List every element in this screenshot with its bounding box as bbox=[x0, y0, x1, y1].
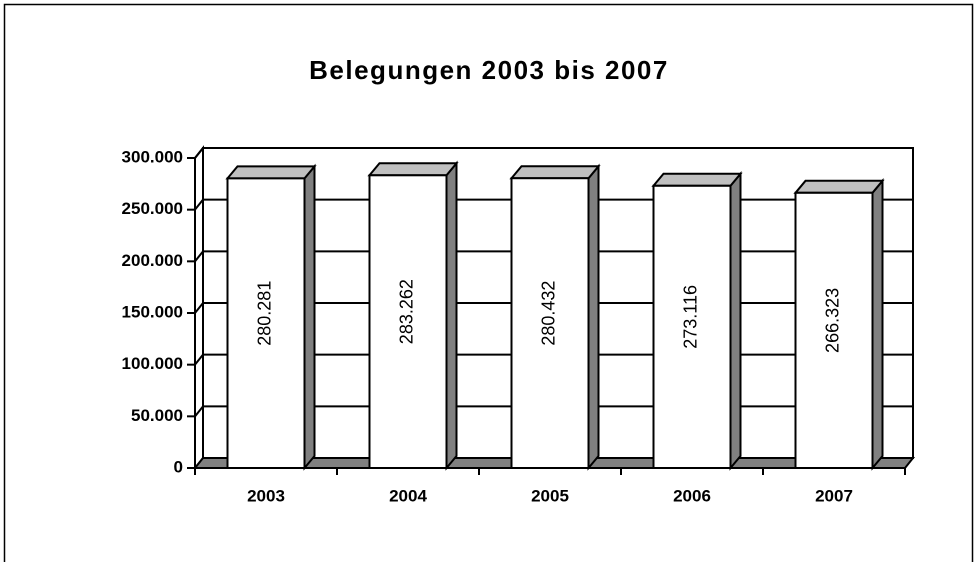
value-label: 273.116 bbox=[681, 285, 701, 349]
bar-top bbox=[225, 165, 317, 180]
bar-side bbox=[445, 160, 458, 471]
bar-top bbox=[367, 162, 459, 177]
value-label: 280.432 bbox=[539, 281, 559, 346]
x-tick-label: 2003 bbox=[247, 486, 285, 505]
bar-side bbox=[871, 178, 884, 471]
bar bbox=[794, 191, 874, 469]
grid-line bbox=[194, 354, 204, 366]
value-label: 283.262 bbox=[397, 279, 417, 344]
x-tick-label: 2005 bbox=[531, 486, 569, 505]
grid-line bbox=[194, 302, 204, 314]
bar-top bbox=[509, 165, 601, 180]
y-tick-label: 150.000 bbox=[122, 302, 183, 321]
y-tick-label: 100.000 bbox=[122, 354, 183, 373]
bar bbox=[510, 177, 590, 469]
bar-side bbox=[729, 171, 742, 471]
y-tick-label: 200.000 bbox=[122, 251, 183, 270]
bar bbox=[368, 174, 448, 469]
grid-line bbox=[194, 199, 204, 211]
y-tick-label: 300.000 bbox=[122, 147, 183, 166]
y-tick-label: 250.000 bbox=[122, 199, 183, 218]
bar-side bbox=[303, 163, 316, 471]
bar-top bbox=[651, 172, 743, 187]
grid-line bbox=[194, 250, 204, 262]
x-tick-label: 2004 bbox=[389, 486, 427, 505]
bar-top bbox=[793, 179, 885, 194]
value-label: 280.281 bbox=[255, 281, 275, 346]
x-tick-label: 2006 bbox=[673, 486, 711, 505]
y-tick-label: 50.000 bbox=[131, 406, 183, 425]
grid-line bbox=[194, 147, 204, 159]
x-tick-label: 2007 bbox=[815, 486, 853, 505]
bar bbox=[226, 177, 306, 469]
y-tick-label: 0 bbox=[174, 457, 183, 476]
grid-line bbox=[194, 405, 204, 417]
value-label: 266.323 bbox=[823, 288, 843, 353]
bar-side bbox=[587, 163, 600, 471]
bar bbox=[652, 184, 732, 470]
chart-title: Belegungen 2003 bis 2007 bbox=[309, 55, 669, 85]
